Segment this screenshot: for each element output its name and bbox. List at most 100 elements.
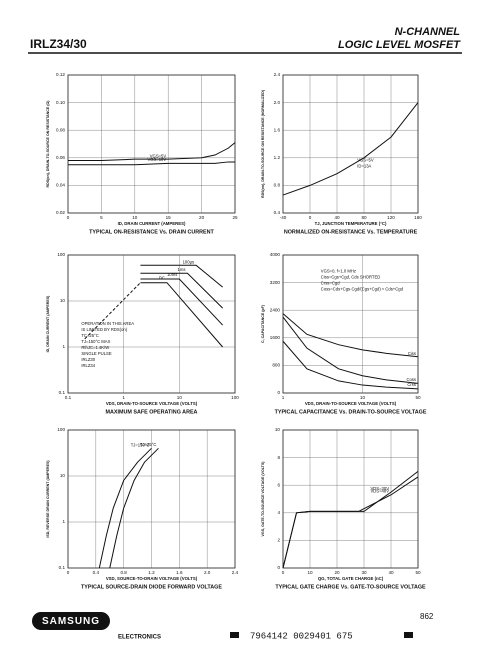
page-number: 862 <box>420 612 434 621</box>
division: ELECTRONICS <box>118 635 161 641</box>
series-label: Crss <box>407 382 416 387</box>
annotation: IRLZ34 <box>81 363 95 368</box>
y-tick-label: 0.12 <box>56 72 65 77</box>
x-tick-label: 2.0 <box>204 570 211 575</box>
series-label: VDS=48V <box>370 488 389 493</box>
x-tick-label: 80 <box>361 215 367 220</box>
x-tick-label: 10 <box>177 395 183 400</box>
x-tick-label: 0.4 <box>93 570 100 575</box>
annotation: IRLZ30 <box>81 357 95 362</box>
x-tick-label: 160 <box>414 215 422 220</box>
y-axis-label: RDS(on), DRAIN-TO-SOURCE ON RESISTANCE (… <box>46 100 50 188</box>
barcode-block <box>404 632 413 638</box>
x-tick-label: 15 <box>166 215 172 220</box>
x-tick-label: 20 <box>199 215 205 220</box>
y-tick-label: 0.4 <box>274 210 281 215</box>
annotation: SINGLE PULSE <box>81 351 111 356</box>
series-line <box>84 282 141 340</box>
series-line <box>109 447 159 569</box>
annotation: VGS=0, f=1.0 MHz <box>321 269 356 274</box>
series-line <box>98 447 152 569</box>
y-tick-label: 8 <box>277 455 280 460</box>
series-line <box>282 102 419 196</box>
annotation: Crss=Cgd <box>321 281 340 286</box>
y-tick-label: 0.04 <box>56 183 65 188</box>
series-line <box>68 142 236 162</box>
x-tick-label: 25 <box>232 215 238 220</box>
series-label: Coss <box>406 377 416 382</box>
x-tick-label: 10 <box>307 570 313 575</box>
chart-caption: NORMALIZED ON-RESISTANCE Vs. TEMPERATURE <box>284 229 418 235</box>
y-tick-label: 2.0 <box>274 100 281 105</box>
chart-caption: TYPICAL GATE CHARGE Vs. GATE-TO-SOURCE V… <box>275 584 426 590</box>
series-label: 10ms <box>167 272 177 277</box>
annotation: ID=13A <box>357 164 371 169</box>
series-line <box>282 316 419 384</box>
x-tick-label: 1 <box>282 395 285 400</box>
x-axis-label: TJ, JUNCTION TEMPERATURE (°C) <box>315 221 387 226</box>
x-tick-label: 40 <box>388 570 394 575</box>
y-tick-label: 10 <box>275 427 281 432</box>
barcode-block <box>230 632 239 638</box>
x-tick-label: 0.8 <box>120 570 127 575</box>
series-label: 1ms <box>178 267 186 272</box>
y-tick-label: 2 <box>277 538 280 543</box>
series-label: DC <box>159 275 165 280</box>
header-line1: N-CHANNEL <box>395 26 461 38</box>
x-tick-label: 10 <box>132 215 138 220</box>
plot-frame <box>67 74 236 214</box>
y-tick-label: 2400 <box>270 307 281 312</box>
x-tick-label: 40 <box>334 215 340 220</box>
x-tick-label: 20 <box>334 570 340 575</box>
y-tick-label: 800 <box>272 363 280 368</box>
x-axis-label: QG, TOTAL GATE CHARGE (nC) <box>318 576 384 581</box>
y-tick-label: 0.1 <box>59 390 66 395</box>
y-tick-label: 0.10 <box>56 100 65 105</box>
x-tick-label: -40 <box>280 215 287 220</box>
series-label: VDS=30V <box>370 486 389 491</box>
x-tick-label: 100 <box>231 395 239 400</box>
annotation: Ciss=Cgs+Cgd, Cds SHORTED <box>321 275 381 280</box>
x-tick-label: 5 <box>100 215 103 220</box>
series-label: Ciss <box>408 351 416 356</box>
y-tick-label: 6 <box>277 482 280 487</box>
x-axis-label: VDS, DRAIN-TO-SOURCE VOLTAGE (VOLTS) <box>305 401 397 406</box>
x-tick-label: 0 <box>309 215 312 220</box>
x-tick-label: 2.4 <box>232 570 239 575</box>
y-tick-label: 4000 <box>270 252 281 257</box>
annotation: TJ=150°C MAX <box>81 339 110 344</box>
plot-frame <box>282 74 419 214</box>
series-line <box>282 471 419 569</box>
x-axis-label: VDS, DRAIN-TO-SOURCE VOLTAGE (VOLTS) <box>106 401 198 406</box>
y-axis-label: ISD, REVERSE DRAIN CURRENT (AMPERES) <box>46 460 50 538</box>
x-tick-label: 1.2 <box>148 570 155 575</box>
y-tick-label: 100 <box>57 427 65 432</box>
chart-caption: TYPICAL CAPACITANCE Vs. DRAIN-TO-SOURCE … <box>275 409 427 415</box>
x-tick-label: 50 <box>415 570 421 575</box>
chart-caption: MAXIMUM SAFE OPERATING AREA <box>106 409 198 415</box>
x-tick-label: 10 <box>360 395 366 400</box>
plot-frame <box>282 429 419 569</box>
annotation: VGS=5V <box>357 158 374 163</box>
y-tick-label: 0.08 <box>56 127 65 132</box>
y-tick-label: 0.02 <box>56 210 65 215</box>
chart-caption: TYPICAL ON-RESISTANCE Vs. DRAIN CURRENT <box>89 229 214 235</box>
header-line2: LOGIC LEVEL MOSFET <box>338 39 461 51</box>
y-tick-label: 1600 <box>270 335 281 340</box>
series-line <box>140 282 224 348</box>
y-axis-label: RDS(on), DRAIN-TO-SOURCE ON RESISTANCE (… <box>261 89 265 198</box>
y-tick-label: 10 <box>60 473 66 478</box>
series-label: 100µs <box>183 259 195 264</box>
x-tick-label: 0 <box>67 570 70 575</box>
annotation: Coss=Cds+Cgs·Cgd/(Cgs+Cgd) ≈ Cds+Cgd <box>321 287 404 292</box>
y-tick-label: 0.06 <box>56 155 65 160</box>
header-model: IRLZ34/30 <box>30 37 87 51</box>
series-line <box>282 313 419 358</box>
x-tick-label: 1 <box>122 395 125 400</box>
series-line <box>282 340 419 390</box>
y-tick-label: 0.8 <box>274 183 281 188</box>
x-tick-label: 50 <box>415 395 421 400</box>
series-line <box>140 264 223 288</box>
series-line <box>282 476 419 569</box>
